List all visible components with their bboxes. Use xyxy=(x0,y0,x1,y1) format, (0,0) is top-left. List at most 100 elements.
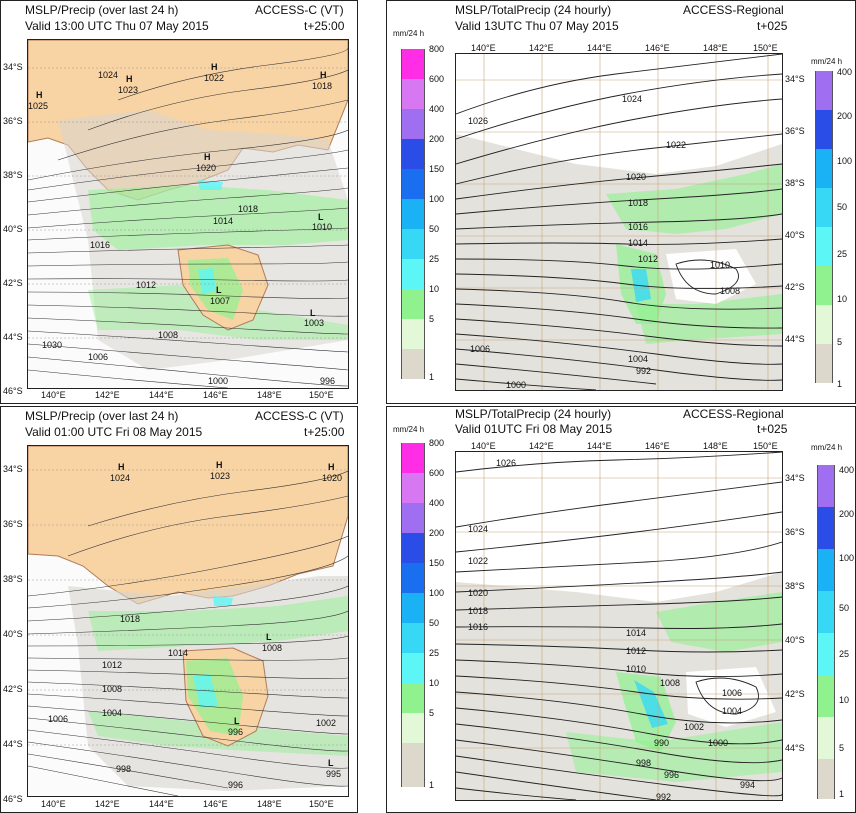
lon-label: 144°E xyxy=(149,799,174,809)
map-canvas xyxy=(28,40,348,388)
lon-label: 150°E xyxy=(753,441,778,451)
high-pressure-label: H xyxy=(118,462,125,472)
panel-title: MSLP/Precip (over last 24 h) xyxy=(25,409,179,423)
map-canvas xyxy=(456,452,782,800)
isobar-label: 996 xyxy=(664,770,680,780)
isobar-label: 1004 xyxy=(722,706,743,716)
colorbar-label: 1 xyxy=(837,379,843,389)
heavy-precip xyxy=(193,674,218,708)
colorbar-label: 100 xyxy=(429,588,445,598)
isobar-label: 1006 xyxy=(88,352,109,362)
model-name: ACCESS-Regional xyxy=(683,407,784,421)
lon-label: 150°E xyxy=(309,390,334,400)
colorbar-label: 400 xyxy=(429,104,445,114)
colorbar-label: 100 xyxy=(839,553,855,563)
map-area: 1026 1024 1022 1020 1018 1016 1014 1012 … xyxy=(455,53,783,391)
lead-time: t+25:00 xyxy=(304,19,345,33)
colorbar-swatch-400 xyxy=(817,465,835,507)
isobar-label: 1002 xyxy=(316,718,337,728)
lat-label: 46°S xyxy=(3,386,23,396)
low-pressure-label: L xyxy=(310,308,316,318)
colorbar-swatch-10 xyxy=(817,675,835,717)
isobar-label: 1008 xyxy=(660,678,681,688)
isobar-label: 992 xyxy=(656,792,672,801)
colorbar-label: 25 xyxy=(429,648,440,658)
lat-label: 34°S xyxy=(3,62,23,72)
colorbar-label: 10 xyxy=(429,678,440,688)
colorbar-swatch-600 xyxy=(401,79,425,109)
lat-label: 42°S xyxy=(3,684,23,694)
colorbar-swatch-200 xyxy=(817,507,835,549)
high-pressure-value: 1022 xyxy=(204,73,225,83)
colorbar-swatch-400 xyxy=(401,109,425,139)
lon-label: 144°E xyxy=(587,43,612,53)
low-pressure-label: L xyxy=(328,758,334,768)
colorbar-swatch-1 xyxy=(401,349,425,379)
panel-title: MSLP/TotalPrecip (24 hourly) xyxy=(455,3,612,17)
precip-band-green-south xyxy=(636,294,782,344)
isobar-label: 1014 xyxy=(628,238,649,248)
lat-label: 36°S xyxy=(3,519,23,529)
colorbar-swatch-5 xyxy=(401,713,425,743)
isobar-label: 1018 xyxy=(628,198,649,208)
colorbar-swatch-1 xyxy=(815,344,833,383)
low-pressure-value: 996 xyxy=(228,727,244,737)
colorbar-label: 100 xyxy=(429,194,445,204)
colorbar-swatch-50 xyxy=(815,188,833,227)
isobars xyxy=(28,47,348,388)
lon-label: 142°E xyxy=(529,441,554,451)
low-pressure-label: L xyxy=(234,716,240,726)
colorbar-swatch-100 xyxy=(401,199,425,229)
high-pressure-value: 1025 xyxy=(28,101,49,111)
colorbar-label: 100 xyxy=(837,156,853,166)
colorbar-swatch-100 xyxy=(401,593,425,623)
colorbar-swatch-25 xyxy=(815,227,833,266)
lat-label: 40°S xyxy=(785,230,805,240)
colorbar-swatch-200 xyxy=(401,139,425,169)
isobar-label: 1006 xyxy=(48,714,69,724)
grid xyxy=(456,54,782,390)
isobar-label: 1012 xyxy=(638,254,659,264)
isobar-label: 1024 xyxy=(98,70,119,80)
isobars xyxy=(456,452,782,800)
map-area: 1026 1024 1022 1020 1018 1016 1014 1012 … xyxy=(455,451,783,801)
isobar-label: 994 xyxy=(740,780,756,790)
colorbar-swatch-50 xyxy=(817,591,835,633)
colorbar-label: 5 xyxy=(429,314,435,324)
lat-label: 44°S xyxy=(785,743,805,753)
colorbar-label: 400 xyxy=(837,67,853,77)
isobar-label: 1020 xyxy=(626,172,647,182)
colorbar-label: 50 xyxy=(429,224,440,234)
low-pressure-core-white xyxy=(666,249,756,304)
isobar-label: 1016 xyxy=(90,240,111,250)
colorbar-swatch-800 xyxy=(401,49,425,79)
colorbar-swatch-600 xyxy=(401,473,425,503)
lat-label: 44°S xyxy=(3,332,23,342)
model-name: ACCESS-Regional xyxy=(683,3,784,17)
colorbar-label: 5 xyxy=(839,743,845,753)
colorbar-swatch-5 xyxy=(401,319,425,349)
lon-label: 140°E xyxy=(41,390,66,400)
high-pressure-label: H xyxy=(211,62,218,72)
lat-label: 42°S xyxy=(785,689,805,699)
isobar-label: 1022 xyxy=(666,140,687,150)
low-pressure-label: L xyxy=(318,212,324,222)
low-pressure-label: L xyxy=(266,632,272,642)
colorbar-swatch-1 xyxy=(401,743,425,787)
colorbar-label: 200 xyxy=(429,528,445,538)
lon-label: 144°E xyxy=(587,441,612,451)
colorbar-label: 600 xyxy=(429,468,445,478)
lead-time: t+025 xyxy=(757,19,788,33)
isobar-label: 1020 xyxy=(468,588,489,598)
isobar-label: 1010 xyxy=(710,260,731,270)
isobar-label: 1012 xyxy=(102,660,123,670)
lon-label: 150°E xyxy=(309,799,334,809)
model-name: ACCESS-C (VT) xyxy=(255,3,344,17)
lat-label: 38°S xyxy=(785,178,805,188)
isobar-label: 1000 xyxy=(506,380,527,390)
colorbar-swatch-400 xyxy=(401,503,425,533)
panel-bottom-right: MSLP/TotalPrecip (24 hourly) ACCESS-Regi… xyxy=(386,406,856,813)
lon-label: 148°E xyxy=(703,441,728,451)
heavy-precip xyxy=(198,268,216,295)
colorbar-swatch-100 xyxy=(815,149,833,188)
